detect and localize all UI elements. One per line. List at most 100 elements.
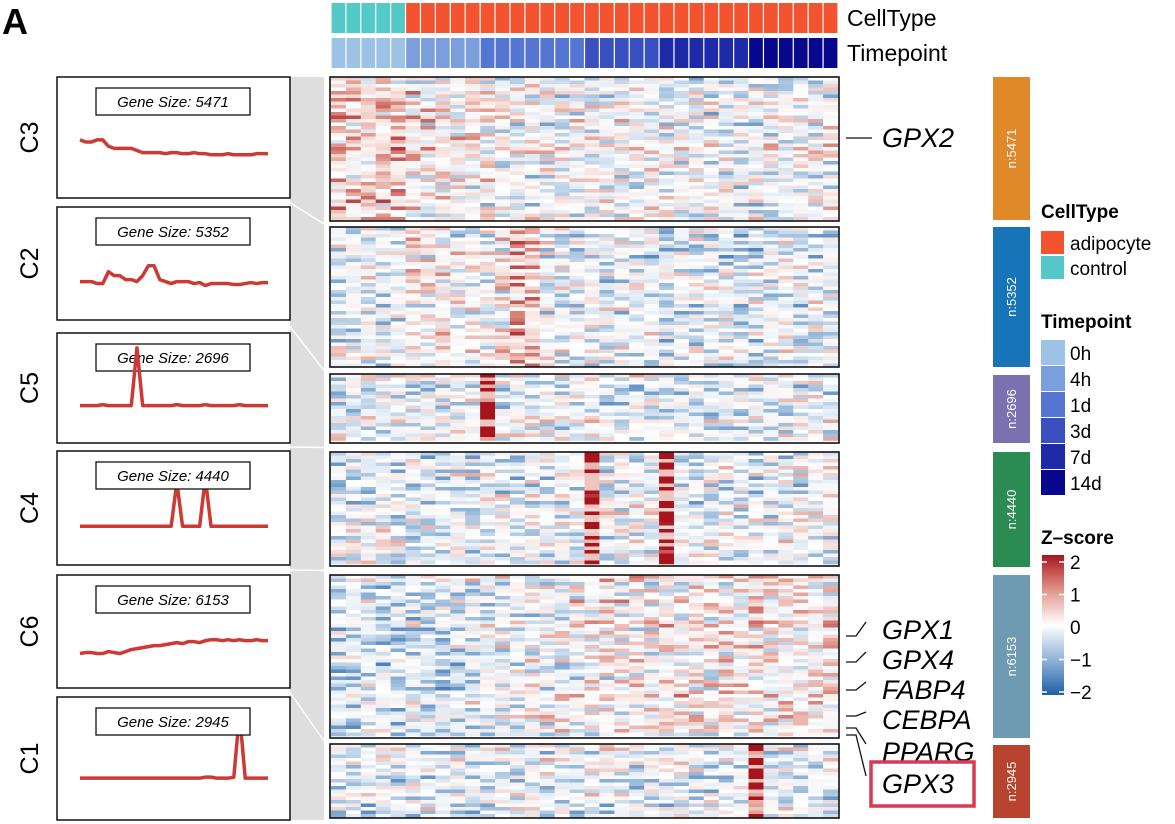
- heatmap-cell: [629, 94, 645, 99]
- heatmap-cell: [673, 426, 690, 431]
- heatmap-cell: [569, 610, 585, 614]
- heatmap-cell: [390, 262, 406, 266]
- heatmap-cell: [435, 168, 451, 172]
- heatmap-cell: [331, 283, 347, 287]
- heatmap-cell: [435, 210, 451, 214]
- heatmap-cell: [569, 423, 585, 427]
- heatmap-cell: [748, 391, 764, 396]
- heatmap-cell: [688, 476, 705, 481]
- heatmap-cell: [360, 536, 377, 540]
- heatmap-cell: [584, 596, 600, 600]
- heatmap-cell: [360, 381, 377, 385]
- heatmap-cell: [480, 476, 496, 481]
- heatmap-cell: [405, 91, 421, 95]
- heatmap-cell: [405, 596, 421, 600]
- heatmap-cell: [569, 77, 585, 81]
- heatmap-cell: [420, 206, 436, 211]
- heatmap-cell: [375, 143, 391, 148]
- heatmap-cell: [659, 112, 675, 116]
- heatmap-cell: [644, 217, 660, 221]
- heatmap-cell: [808, 77, 824, 81]
- heatmap-cell: [584, 466, 600, 470]
- gene-size-box: [95, 461, 251, 490]
- heatmap-cell: [495, 480, 511, 484]
- heatmap-cell: [793, 356, 809, 361]
- heatmap-cell: [793, 213, 809, 218]
- heatmap-cell: [659, 592, 675, 597]
- heatmap-cell: [793, 529, 809, 533]
- heatmap-cell: [748, 304, 764, 308]
- heatmap-cell: [509, 87, 526, 92]
- connector-line: [289, 692, 325, 742]
- heatmap-cell: [659, 108, 675, 113]
- heatmap-cell: [435, 426, 451, 431]
- heatmap-cell: [331, 279, 347, 284]
- heatmap-cell: [465, 189, 481, 193]
- heatmap-cell: [748, 332, 764, 336]
- heatmap-cell: [748, 536, 764, 540]
- heatmap-cell: [420, 384, 436, 389]
- heatmap-cell: [345, 356, 362, 361]
- heatmap-cell: [823, 217, 839, 221]
- heatmap-cell: [524, 462, 541, 467]
- heatmap-cell: [345, 94, 362, 99]
- heatmap-cell: [703, 423, 720, 427]
- heatmap-cell: [554, 286, 570, 291]
- heatmap-cell: [375, 433, 391, 438]
- heatmap-cell: [569, 196, 585, 200]
- heatmap-cell: [644, 518, 660, 523]
- heatmap-cell: [793, 199, 809, 204]
- heatmap-cell: [539, 182, 555, 186]
- heatmap-cell: [554, 84, 570, 88]
- heatmap-cell: [808, 255, 824, 259]
- heatmap-cell: [823, 480, 839, 484]
- heatmap-cell: [733, 265, 749, 270]
- heatmap-cell: [718, 98, 734, 102]
- heatmap-cell: [659, 356, 675, 361]
- heatmap-cell: [584, 234, 600, 238]
- heatmap-cell: [450, 241, 466, 245]
- heatmap-cell: [673, 147, 690, 151]
- heatmap-cell: [748, 589, 764, 593]
- heatmap-cell: [703, 346, 720, 350]
- heatmap-cell: [360, 258, 377, 263]
- heatmap-cell: [823, 466, 839, 470]
- heatmap-cell: [673, 532, 690, 537]
- heatmap-cell: [435, 508, 451, 512]
- heatmap-cell: [539, 606, 555, 611]
- heatmap-cell: [465, 182, 481, 186]
- heatmap-cell: [495, 213, 511, 218]
- heatmap-cell: [435, 182, 451, 186]
- heatmap-cell: [629, 575, 645, 579]
- heatmap-cell: [584, 557, 600, 561]
- heatmap-cell: [599, 374, 615, 378]
- heatmap-cell: [688, 258, 705, 263]
- heatmap-cell: [793, 244, 809, 249]
- heatmap-cell: [748, 248, 764, 252]
- heatmap-cell: [823, 578, 839, 583]
- heatmap-cell: [569, 101, 585, 106]
- heatmap-cell: [673, 480, 690, 484]
- heatmap-cell: [435, 557, 451, 561]
- heatmap-cell: [599, 511, 615, 516]
- heatmap-cell: [673, 466, 690, 470]
- heatmap-cell: [763, 286, 779, 291]
- heatmap-cell: [420, 455, 436, 460]
- heatmap-cell: [599, 515, 615, 519]
- heatmap-cell: [733, 101, 749, 106]
- timepoint-annotation-cell: [510, 38, 525, 68]
- heatmap-cell: [793, 98, 809, 102]
- heatmap-cell: [599, 596, 615, 600]
- heatmap-cell: [435, 150, 451, 155]
- heatmap-cell: [435, 529, 451, 533]
- heatmap-cell: [480, 182, 496, 186]
- heatmap-cell: [450, 143, 466, 148]
- heatmap-cell: [718, 402, 734, 406]
- heatmap-cell: [703, 189, 720, 193]
- heatmap-cell: [763, 112, 779, 116]
- heatmap-cell: [659, 377, 675, 382]
- heatmap-cell: [495, 419, 511, 424]
- heatmap-cell: [435, 405, 451, 410]
- heatmap-cell: [614, 332, 630, 336]
- heatmap-cell: [703, 377, 720, 382]
